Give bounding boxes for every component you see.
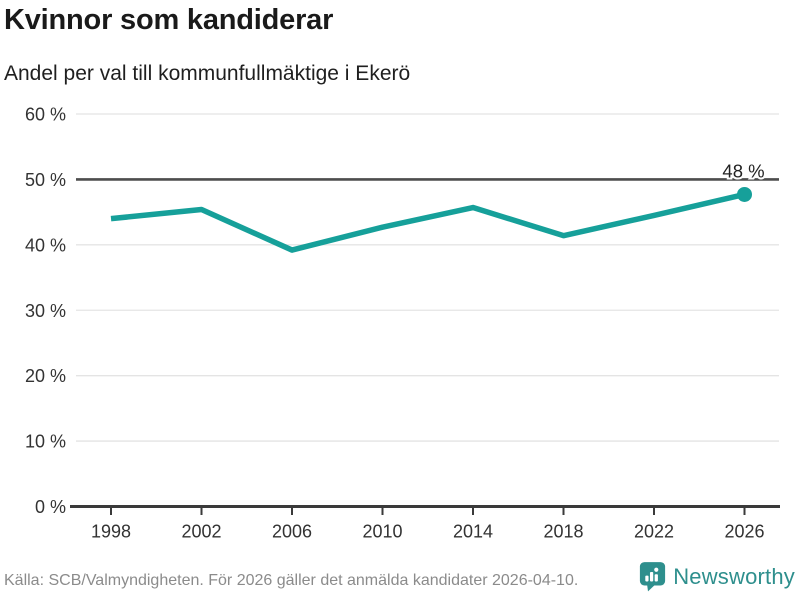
y-tick-label: 30 %	[25, 301, 66, 321]
x-tick-label: 1998	[91, 522, 131, 542]
data-line	[110, 191, 746, 253]
x-tick-label: 2006	[272, 522, 312, 542]
x-tick-label: 2018	[543, 522, 583, 542]
x-tick-label: 2002	[181, 522, 221, 542]
y-tick-label: 20 %	[25, 366, 66, 386]
end-point-marker	[737, 186, 752, 202]
chart-footer: Källa: SCB/Valmyndigheten. För 2026 gäll…	[0, 558, 800, 594]
x-tick-label: 2026	[724, 522, 764, 542]
newsworthy-logo-icon	[640, 562, 666, 592]
line-chart: 0 % 10 % 20 % 30 % 40 % 50 % 60 % 1998 2002 2006 2…	[25, 105, 780, 542]
chart-title: Kvinnor som kandiderar	[4, 4, 334, 36]
x-tick-label: 2022	[634, 522, 674, 542]
y-tick-label: 10 %	[25, 432, 66, 452]
source-note: Källa: SCB/Valmyndigheten. För 2026 gäll…	[4, 572, 579, 589]
x-tick-label: 2010	[362, 522, 402, 542]
y-tick-label: 40 %	[25, 235, 66, 255]
y-tick-label: 0 %	[35, 497, 66, 517]
end-point-label: 48 %	[722, 160, 764, 181]
newsworthy-brand: Newsworthy	[639, 561, 795, 592]
newsworthy-wordmark: Newsworthy	[673, 563, 795, 589]
y-tick-label: 50 %	[25, 170, 66, 190]
x-tick-label: 2014	[453, 522, 493, 542]
chart-subtitle: Andel per val till kommunfullmäktige i E…	[4, 62, 411, 85]
y-tick-label: 60 %	[25, 105, 66, 125]
